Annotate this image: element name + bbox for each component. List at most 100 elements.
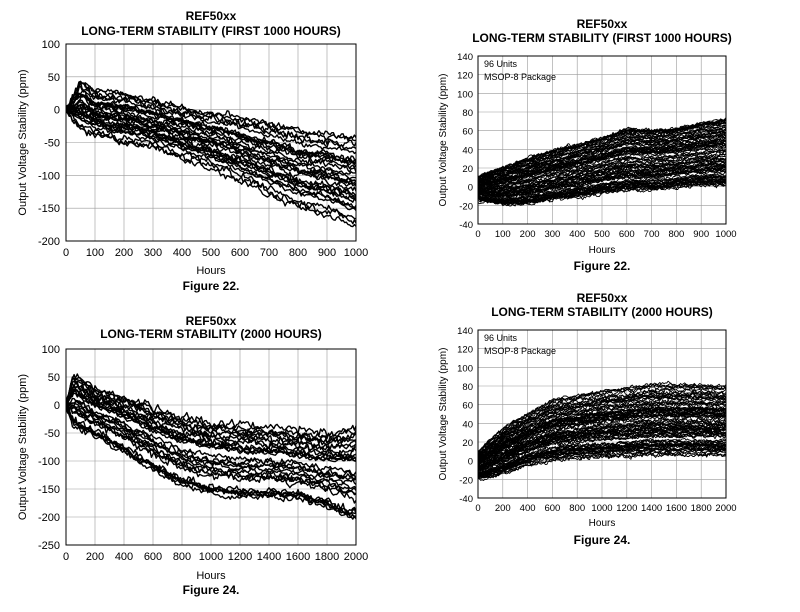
annotation-text: MSOP-8 Package	[484, 346, 556, 356]
x-tick-label: 700	[644, 229, 660, 240]
y-tick-label: 0	[468, 183, 473, 194]
x-tick-label: 400	[115, 551, 133, 563]
x-tick-label: 200	[115, 247, 133, 259]
series-line	[478, 118, 726, 178]
series-line	[66, 386, 356, 457]
series-line	[478, 176, 726, 202]
series-line	[478, 130, 726, 183]
series-line	[66, 80, 356, 142]
y-tick-label: -200	[38, 236, 60, 248]
x-tick-label: 0	[475, 503, 480, 514]
x-tick-label: 800	[668, 229, 684, 240]
x-tick-label: 900	[318, 247, 336, 259]
chart-subtitle: LONG-TERM STABILITY (FIRST 1000 HOURS)	[472, 31, 732, 45]
y-tick-label: -150	[38, 203, 60, 215]
series-line	[66, 109, 356, 225]
x-tick-label: 400	[520, 503, 536, 514]
series-line	[66, 107, 356, 220]
y-tick-label: 120	[457, 345, 473, 356]
x-tick-label: 300	[144, 247, 162, 259]
series-line	[66, 95, 356, 165]
x-tick-label: 1000	[591, 503, 612, 514]
x-axis-label: Hours	[196, 265, 226, 277]
series-line	[478, 437, 726, 475]
y-axis-label: Output Voltage Stability (ppm)	[17, 69, 29, 215]
x-tick-label: 200	[520, 229, 536, 240]
series-line	[66, 85, 356, 155]
y-axis-label: Output Voltage Stability (ppm)	[438, 74, 449, 207]
series-line	[478, 422, 726, 468]
series-line	[478, 427, 726, 473]
series-line	[478, 180, 726, 205]
series-line	[478, 149, 726, 189]
y-tick-label: 60	[462, 127, 473, 138]
series-line	[478, 167, 726, 197]
series-line	[478, 433, 726, 473]
series-line	[478, 383, 726, 453]
y-tick-label: 40	[462, 419, 473, 430]
x-tick-label: 1400	[641, 503, 662, 514]
figure-caption: Figure 24.	[183, 583, 240, 597]
x-tick-label: 1600	[286, 551, 310, 563]
x-axis-label: Hours	[589, 518, 616, 529]
series-line	[478, 401, 726, 460]
series-line	[66, 109, 356, 212]
y-tick-label: 100	[457, 89, 473, 100]
x-tick-label: 800	[289, 247, 307, 259]
y-tick-label: 0	[54, 400, 60, 412]
y-tick-label: -100	[38, 456, 60, 468]
x-tick-label: 800	[173, 551, 191, 563]
y-tick-label: 60	[462, 401, 473, 412]
y-tick-label: 80	[462, 382, 473, 393]
series-line	[66, 99, 356, 175]
series-line	[66, 94, 356, 167]
x-axis-label: Hours	[589, 245, 616, 256]
y-axis-label: Output Voltage Stability (ppm)	[438, 348, 449, 481]
series-line	[478, 450, 726, 480]
x-tick-label: 500	[594, 229, 610, 240]
y-tick-label: 50	[48, 72, 60, 84]
x-tick-label: 0	[63, 551, 69, 563]
series-line	[478, 412, 726, 465]
chart-title: REF50xx	[186, 9, 237, 23]
series-line	[66, 392, 356, 463]
chart-subtitle: LONG-TERM STABILITY (FIRST 1000 HOURS)	[81, 24, 341, 38]
data-curves	[66, 80, 356, 228]
plot-frame	[477, 329, 727, 499]
y-tick-label: 100	[457, 363, 473, 374]
series-line	[478, 142, 726, 188]
y-tick-label: -50	[44, 138, 60, 150]
y-tick-label: -40	[459, 220, 473, 231]
x-tick-label: 600	[619, 229, 635, 240]
x-tick-label: 600	[544, 503, 560, 514]
figure-caption: Figure 22.	[183, 279, 240, 293]
x-tick-label: 1600	[666, 503, 687, 514]
x-tick-label: 1200	[616, 503, 637, 514]
x-tick-label: 1000	[715, 229, 736, 240]
y-tick-label: 120	[457, 71, 473, 82]
series-line	[66, 81, 356, 150]
x-tick-label: 1400	[257, 551, 281, 563]
series-line	[478, 430, 726, 472]
series-line	[478, 447, 726, 479]
data-curves	[66, 373, 356, 520]
x-tick-label: 600	[144, 551, 162, 563]
series-line	[478, 442, 726, 476]
x-tick-label: 300	[544, 229, 560, 240]
chart-title: REF50xx	[577, 291, 628, 305]
series-line	[478, 418, 726, 466]
series-line	[478, 391, 726, 455]
series-line	[478, 183, 726, 207]
series-line	[66, 381, 356, 450]
chart-title: REF50xx	[186, 314, 237, 328]
series-line	[478, 150, 726, 191]
chart-subtitle: LONG-TERM STABILITY (2000 HOURS)	[100, 327, 322, 341]
plot-frame	[65, 348, 357, 546]
x-tick-label: 900	[693, 229, 709, 240]
series-line	[478, 145, 726, 187]
x-tick-label: 700	[260, 247, 278, 259]
series-line	[478, 401, 726, 460]
